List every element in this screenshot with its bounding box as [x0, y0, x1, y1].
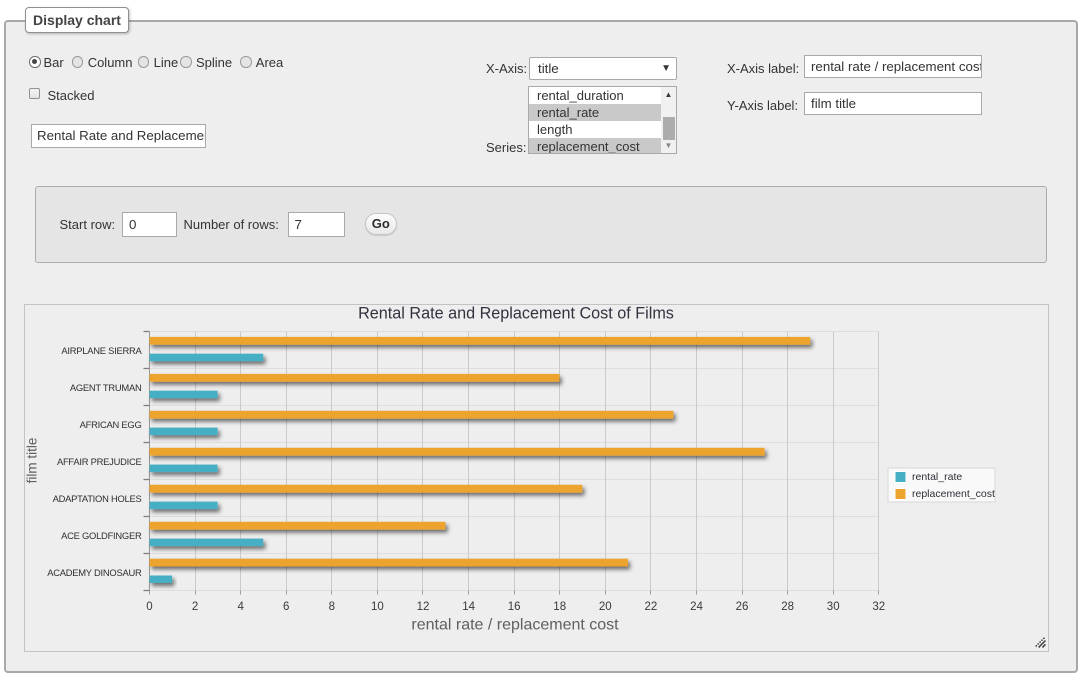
svg-text:ADAPTATION HOLES: ADAPTATION HOLES: [53, 493, 142, 504]
svg-text:4: 4: [237, 601, 244, 613]
svg-text:6: 6: [283, 601, 289, 613]
svg-text:replacement_cost: replacement_cost: [912, 488, 995, 500]
svg-text:ACADEMY DINOSAUR: ACADEMY DINOSAUR: [47, 567, 142, 578]
svg-text:20: 20: [599, 601, 612, 613]
svg-text:18: 18: [553, 601, 566, 613]
svg-text:rental rate / replacement cost: rental rate / replacement cost: [411, 617, 619, 634]
svg-text:8: 8: [329, 601, 335, 613]
svg-text:AFFAIR PREJUDICE: AFFAIR PREJUDICE: [57, 456, 142, 467]
svg-text:0: 0: [146, 601, 152, 613]
svg-text:AIRPLANE SIERRA: AIRPLANE SIERRA: [61, 345, 142, 356]
svg-text:28: 28: [781, 601, 794, 613]
svg-text:10: 10: [371, 601, 384, 613]
svg-text:Rental Rate and Replacement Co: Rental Rate and Replacement Cost of Film…: [358, 305, 674, 323]
svg-text:AFRICAN EGG: AFRICAN EGG: [80, 419, 142, 430]
svg-text:AGENT TRUMAN: AGENT TRUMAN: [70, 382, 142, 393]
svg-text:12: 12: [417, 601, 430, 613]
svg-text:16: 16: [508, 601, 521, 613]
svg-text:26: 26: [736, 601, 749, 613]
svg-text:14: 14: [462, 601, 475, 613]
svg-text:30: 30: [827, 601, 840, 613]
svg-text:film title: film title: [24, 438, 39, 484]
svg-text:22: 22: [645, 601, 658, 613]
svg-text:24: 24: [690, 601, 703, 613]
svg-text:32: 32: [872, 601, 885, 613]
svg-text:ACE GOLDFINGER: ACE GOLDFINGER: [61, 530, 142, 541]
svg-text:rental_rate: rental_rate: [912, 471, 962, 483]
svg-text:2: 2: [192, 601, 198, 613]
